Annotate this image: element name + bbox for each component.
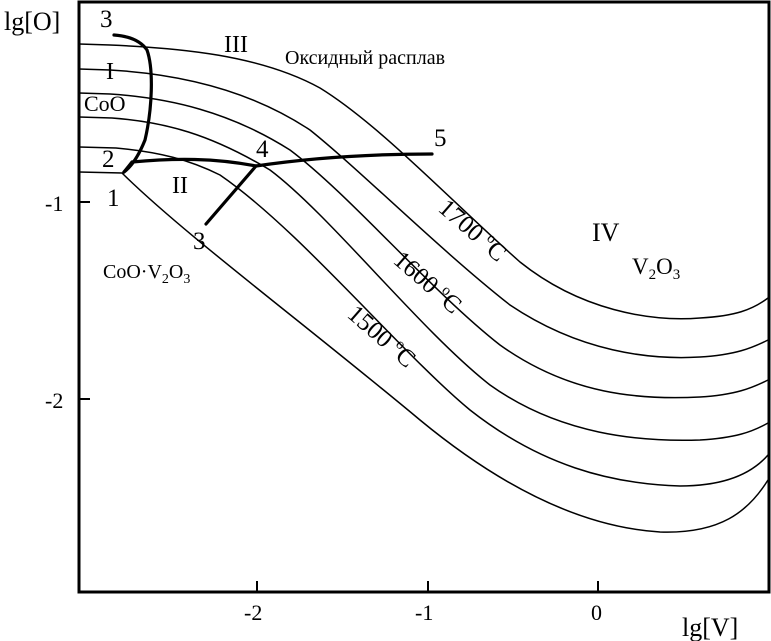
- point-label-3-top: 3: [100, 6, 113, 33]
- y-tick-label-neg1: -1: [45, 191, 63, 216]
- x-axis-label: lg[V]: [682, 613, 738, 641]
- x-tick-label-0: 0: [591, 600, 602, 625]
- region-label-coo: CoO: [84, 91, 126, 116]
- isotherm-curve-2: [78, 68, 769, 359]
- isotherm-label-1700: 1700 oC: [433, 193, 512, 267]
- boundary-line-2-4: [122, 157, 258, 174]
- x-tick-label-neg2: -2: [244, 600, 262, 625]
- point-label-4: 4: [256, 136, 269, 163]
- region-label-IV: IV: [592, 218, 620, 247]
- x-tick-label-neg1: -1: [415, 600, 433, 625]
- y-tick-label-neg2: -2: [45, 388, 63, 413]
- isotherm-label-1500: 1500 oC: [342, 299, 421, 373]
- boundary-line-4-3: [204, 164, 258, 226]
- point-label-5: 5: [434, 125, 447, 152]
- y-axis-label: lg[O]: [4, 7, 60, 36]
- region-label-v2o3: V2O3: [632, 254, 680, 283]
- region-label-I: I: [106, 59, 114, 85]
- point-label-1: 1: [107, 185, 120, 212]
- plot-frame: [77, 0, 771, 594]
- region-label-II: II: [172, 173, 188, 199]
- boundary-curve-3-1: [112, 33, 153, 174]
- boundary-line-4-5: [254, 152, 434, 168]
- isotherm-label-1600: 1600 oC: [388, 245, 467, 319]
- isotherm-curve-3: [78, 92, 769, 399]
- region-label-melt: Оксидный расплав: [285, 47, 445, 69]
- isotherm-curve-1: [78, 43, 769, 320]
- region-label-III: III: [224, 32, 248, 58]
- point-label-2: 2: [102, 146, 115, 173]
- isotherm-curve-4: [78, 116, 769, 442]
- isotherm-curve-6: [78, 171, 769, 533]
- point-label-3-low: 3: [193, 228, 206, 255]
- isotherm-curve-5: [78, 146, 769, 487]
- region-label-spinel: CoO·V2O3: [103, 261, 190, 287]
